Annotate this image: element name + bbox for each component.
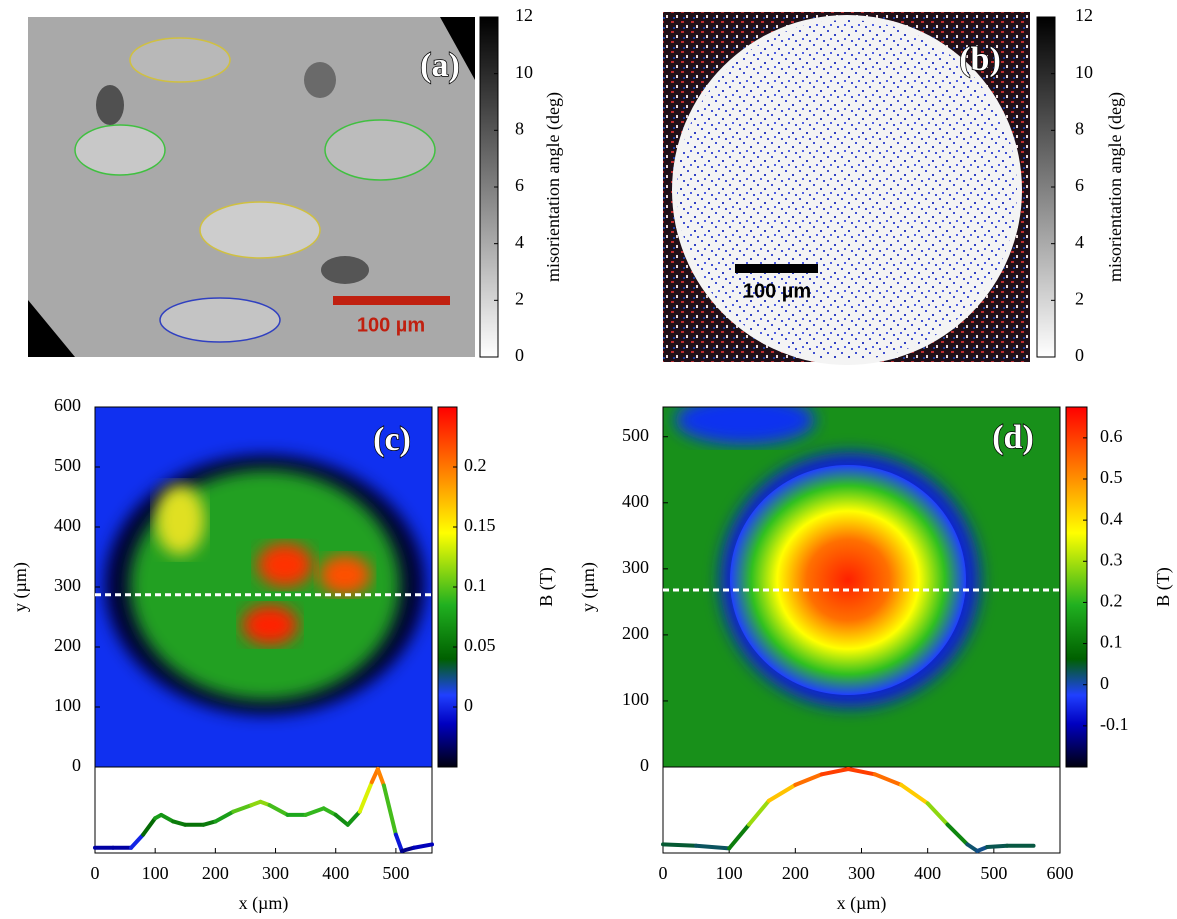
colorbar-tick-label: 0.6 — [1100, 426, 1123, 446]
colorbar-tick-label: 0.2 — [1100, 591, 1123, 611]
colorbar-tick-label: 0 — [1100, 673, 1109, 693]
y-tick-label: 100 — [622, 689, 649, 709]
profile-segment — [987, 846, 1007, 847]
colorbar-tick-label: 0 — [464, 695, 473, 715]
x-tick-label: 300 — [848, 863, 875, 883]
colorbar-tick-label: 12 — [1075, 5, 1093, 25]
colorbar-tick-label: 2 — [1075, 288, 1084, 308]
panel-label: (b) — [959, 41, 1001, 78]
y-tick-label: 500 — [622, 425, 649, 445]
x-tick-label: 300 — [262, 863, 289, 883]
colorbar-tick-label: 4 — [1075, 232, 1084, 252]
y-tick-label: 0 — [640, 755, 649, 775]
colorbar-tick-label: -0.1 — [1100, 714, 1129, 734]
y-tick-label: 500 — [54, 455, 81, 475]
x-tick-label: 500 — [980, 863, 1007, 883]
colorbar-tick-label: 0.3 — [1100, 549, 1123, 569]
colorbar-label: B (T) — [536, 567, 557, 607]
y-axis-label: y (µm) — [10, 562, 31, 612]
y-tick-label: 200 — [54, 635, 81, 655]
colorbar-tick-label: 0.15 — [464, 515, 496, 535]
colorbar-tick-label: 0.05 — [464, 635, 496, 655]
profile-segment — [696, 846, 729, 849]
panel-label: (d) — [992, 419, 1034, 456]
x-tick-label: 0 — [659, 863, 668, 883]
y-tick-label: 200 — [622, 623, 649, 643]
colorbar-label: misorientation angle (deg) — [1105, 92, 1126, 282]
x-axis-label: x (µm) — [239, 893, 289, 914]
colorbar-tick-label: 0 — [1075, 345, 1084, 365]
ebsd-map-a — [28, 17, 475, 357]
scale-bar-label: 100 µm — [357, 314, 425, 336]
profile-frame — [663, 767, 1060, 853]
x-tick-label: 200 — [782, 863, 809, 883]
colorbar-tick-label: 2 — [515, 288, 524, 308]
y-tick-label: 300 — [622, 557, 649, 577]
x-tick-label: 100 — [716, 863, 743, 883]
colorbar-tick-label: 8 — [1075, 118, 1084, 138]
x-tick-label: 400 — [914, 863, 941, 883]
profile-segment — [663, 844, 696, 845]
colorbar-tick-label: 4 — [515, 232, 524, 252]
colorbar-label: misorientation angle (deg) — [543, 92, 564, 282]
x-tick-label: 200 — [202, 863, 229, 883]
colorbar-tick-label: 10 — [515, 62, 533, 82]
colorbar-tick-label: 0 — [515, 345, 524, 365]
y-tick-label: 0 — [72, 755, 81, 775]
y-tick-label: 400 — [54, 515, 81, 535]
x-tick-label: 100 — [142, 863, 169, 883]
y-tick-label: 300 — [54, 575, 81, 595]
x-tick-label: 500 — [382, 863, 409, 883]
figure: (a) 100 µm 0 2 4 6 8 10 12 misorientation angle (… — [0, 0, 1177, 919]
x-axis-label: x (µm) — [837, 893, 887, 914]
y-tick-label: 100 — [54, 695, 81, 715]
x-tick-label: 0 — [91, 863, 100, 883]
colorbar-tick-label: 0.2 — [464, 455, 487, 475]
colorbar-tick-label: 0.1 — [464, 575, 487, 595]
panel-label: (a) — [420, 47, 460, 84]
colorbar-tick-label: 8 — [515, 118, 524, 138]
y-tick-label: 600 — [54, 395, 81, 415]
y-tick-label: 400 — [622, 491, 649, 511]
colorbar-tick-label: 0.4 — [1100, 508, 1123, 528]
y-axis-label: y (µm) — [578, 562, 599, 612]
x-tick-label: 600 — [1047, 863, 1074, 883]
field-map-c — [95, 407, 432, 767]
colorbar-tick-label: 10 — [1075, 62, 1093, 82]
panel-label: (c) — [373, 421, 411, 458]
colorbar-tick-label: 6 — [1075, 175, 1084, 195]
colorbar-tick-label: 0.5 — [1100, 467, 1123, 487]
colorbar-tick-label: 6 — [515, 175, 524, 195]
x-tick-label: 400 — [322, 863, 349, 883]
colorbar — [1066, 407, 1087, 767]
scale-bar-label: 100 µm — [743, 280, 811, 302]
colorbar-tick-label: 0.1 — [1100, 632, 1123, 652]
colorbar-tick-label: 12 — [515, 5, 533, 25]
colorbar-label: B (T) — [1153, 567, 1174, 607]
